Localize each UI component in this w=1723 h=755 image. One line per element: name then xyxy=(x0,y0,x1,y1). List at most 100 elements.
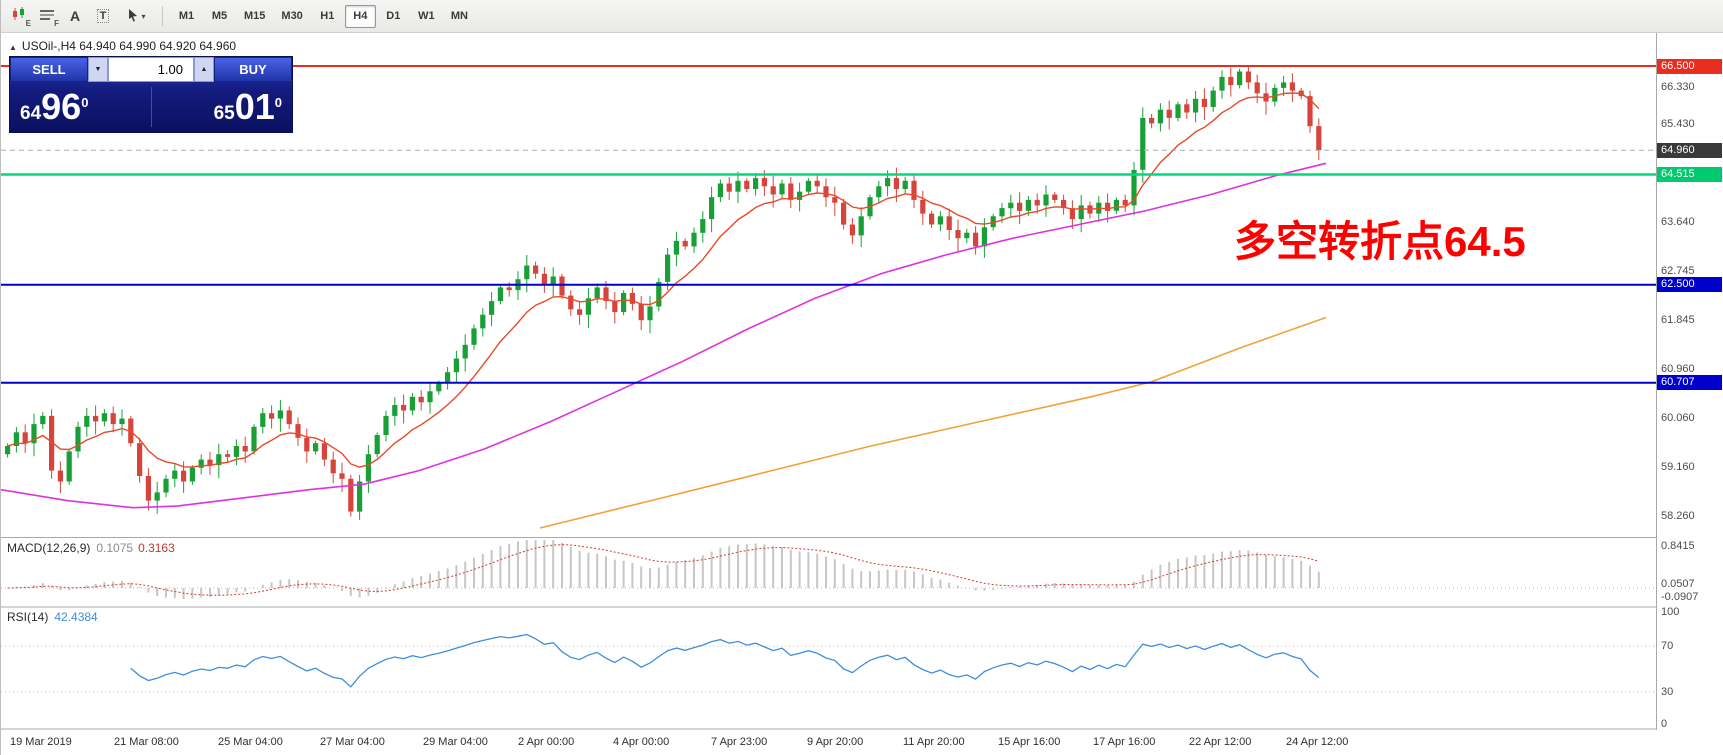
time-axis-label: 29 Mar 04:00 xyxy=(423,736,488,748)
toolbar: E F A T ▾ M1 M5 M15 M30 H1 H4 D1 W1 MN xyxy=(1,0,1723,33)
label-tool-button[interactable]: T xyxy=(89,4,117,29)
ma-fast-line xyxy=(7,92,1320,468)
chart-annotation-text: 多空转折点64.5 xyxy=(1234,218,1526,265)
price-axis-label: 60.060 xyxy=(1661,412,1695,425)
sell-price-sup: 0 xyxy=(81,95,89,110)
rsi-title: RSI(14) xyxy=(7,610,49,624)
timeframe-button-M1[interactable]: M1 xyxy=(171,5,202,28)
time-axis-label: 15 Apr 16:00 xyxy=(998,736,1061,748)
time-axis-label: 2 Apr 00:00 xyxy=(518,736,575,748)
candlestick-tool-icon xyxy=(11,6,27,26)
trade-prices-row: 64 96 0 65 01 0 xyxy=(10,82,292,132)
time-axis-label: 11 Apr 20:00 xyxy=(903,736,965,748)
timeframe-button-MN[interactable]: MN xyxy=(444,5,475,28)
macd-value-signal: 0.3163 xyxy=(138,541,175,555)
buy-price-main: 01 xyxy=(234,86,275,127)
price-axis-label: 59.160 xyxy=(1661,461,1695,474)
lot-increase-button[interactable]: ▲ xyxy=(194,57,214,82)
horizontal-lines xyxy=(1,65,1656,384)
sell-button[interactable]: SELL xyxy=(10,57,88,82)
sell-price-main: 96 xyxy=(41,86,82,127)
candles-series xyxy=(5,66,1322,520)
text-tool-button[interactable]: A xyxy=(61,4,89,29)
rsi-line xyxy=(130,633,1320,688)
timeframe-button-W1[interactable]: W1 xyxy=(411,5,442,28)
indicator-axis-label: 100 xyxy=(1661,606,1680,618)
price-axis-label: 60.960 xyxy=(1661,362,1695,375)
time-axis[interactable]: 19 Mar 2019 21 Mar 08:00 25 Mar 04:00 27 Ma… xyxy=(1,730,1657,755)
chart-symbol-header: ▲ USOil-,H4 64.940 64.990 64.920 64.960 xyxy=(9,39,236,53)
indicator-axis-label: -0.0907 xyxy=(1661,591,1699,603)
macd-histogram xyxy=(15,540,1320,600)
line-study-tool-icon xyxy=(39,8,55,25)
ma-medium-line xyxy=(1,162,1327,509)
rsi-value: 42.4384 xyxy=(54,610,98,624)
timeframe-button-H4[interactable]: H4 xyxy=(344,4,376,28)
time-axis-label: 21 Mar 08:00 xyxy=(114,736,179,748)
price-axis-label: 63.640 xyxy=(1661,216,1695,229)
price-line-badge: 64.515 xyxy=(1657,167,1722,183)
tool-subscript: E xyxy=(25,18,31,28)
price-line-badge: 60.707 xyxy=(1657,375,1722,391)
price-axis-label: 62.745 xyxy=(1661,265,1695,278)
price-axis-label: 58.260 xyxy=(1661,510,1695,523)
macd-value-main: 0.1075 xyxy=(96,541,134,555)
time-axis-label: 22 Apr 12:00 xyxy=(1189,736,1252,748)
lot-decrease-button[interactable]: ▼ xyxy=(88,57,108,82)
cursor-tool-button[interactable]: ▾ xyxy=(117,4,155,29)
lot-size-input[interactable] xyxy=(108,57,194,82)
buy-price-prefix: 65 xyxy=(213,103,235,124)
timeframe-toolbar: M1 M5 M15 M30 H1 H4 D1 W1 MN xyxy=(170,4,476,28)
indicator-axis-label: 0.0507 xyxy=(1661,578,1695,590)
indicator-axis-label: 0.8415 xyxy=(1661,540,1695,552)
timeframe-button-D1[interactable]: D1 xyxy=(378,5,409,28)
buy-price-sup: 0 xyxy=(274,95,282,110)
rsi-indicator-label: RSI(14) 42.4384 xyxy=(7,610,98,624)
toolbar-separator xyxy=(162,6,163,26)
time-axis-label: 4 Apr 00:00 xyxy=(613,736,670,748)
tool-subscript: F xyxy=(54,18,59,28)
price-axis-label: 61.845 xyxy=(1661,314,1695,327)
time-axis-label: 9 Apr 20:00 xyxy=(807,736,864,748)
time-axis-label: 27 Mar 04:00 xyxy=(320,736,385,748)
cursor-tool-icon xyxy=(126,8,140,25)
buy-price[interactable]: 65 01 0 xyxy=(214,89,282,125)
time-axis-label: 17 Apr 16:00 xyxy=(1093,736,1156,748)
price-divider xyxy=(150,87,152,127)
price-axis-label: 65.430 xyxy=(1661,118,1695,131)
sell-price-prefix: 64 xyxy=(20,103,42,124)
macd-title: MACD(12,26,9) xyxy=(7,541,91,555)
panel-collapse-icon[interactable]: ▲ xyxy=(9,43,17,52)
price-axis[interactable]: 66.330 65.430 63.640 62.745 61.845 60.960 60.0… xyxy=(1657,0,1723,755)
trade-controls-row: SELL ▼ ▲ BUY xyxy=(10,57,292,82)
indicator-axis-label: 30 xyxy=(1661,686,1674,698)
macd-indicator-label: MACD(12,26,9) 0.1075 0.3163 xyxy=(7,541,175,555)
cursor-dropdown-icon: ▾ xyxy=(141,11,146,21)
indicator-axis-label: 70 xyxy=(1661,640,1674,652)
line-study-tool-button[interactable]: F xyxy=(33,4,61,29)
price-line-badge: 66.500 xyxy=(1657,58,1722,74)
text-tool-icon: A xyxy=(69,8,81,24)
price-line-badge: 64.960 xyxy=(1657,142,1722,158)
symbol-ohlc-text: USOil-,H4 64.940 64.990 64.920 64.960 xyxy=(21,39,237,53)
macd-signal-line xyxy=(7,544,1319,596)
one-click-trading-panel: SELL ▼ ▲ BUY 64 96 0 65 01 0 xyxy=(9,56,293,133)
sell-price[interactable]: 64 96 0 xyxy=(20,89,88,125)
buy-button[interactable]: BUY xyxy=(214,57,292,82)
timeframe-button-M30[interactable]: M30 xyxy=(274,5,309,28)
label-tool-icon: T xyxy=(96,9,110,23)
time-axis-label: 24 Apr 12:00 xyxy=(1286,736,1349,748)
ma-slow-line xyxy=(539,316,1327,529)
price-axis-label: 66.330 xyxy=(1661,81,1695,94)
time-axis-label: 7 Apr 23:00 xyxy=(711,736,768,748)
candlestick-tool-button[interactable]: E xyxy=(5,4,33,29)
time-axis-label: 19 Mar 2019 xyxy=(10,736,72,748)
time-axis-label: 25 Mar 04:00 xyxy=(218,736,283,748)
price-line-badge: 62.500 xyxy=(1657,277,1722,293)
timeframe-button-M15[interactable]: M15 xyxy=(237,5,272,28)
timeframe-button-M5[interactable]: M5 xyxy=(204,5,235,28)
indicator-axis-label: 0 xyxy=(1661,718,1668,730)
timeframe-button-H1[interactable]: H1 xyxy=(312,5,343,28)
